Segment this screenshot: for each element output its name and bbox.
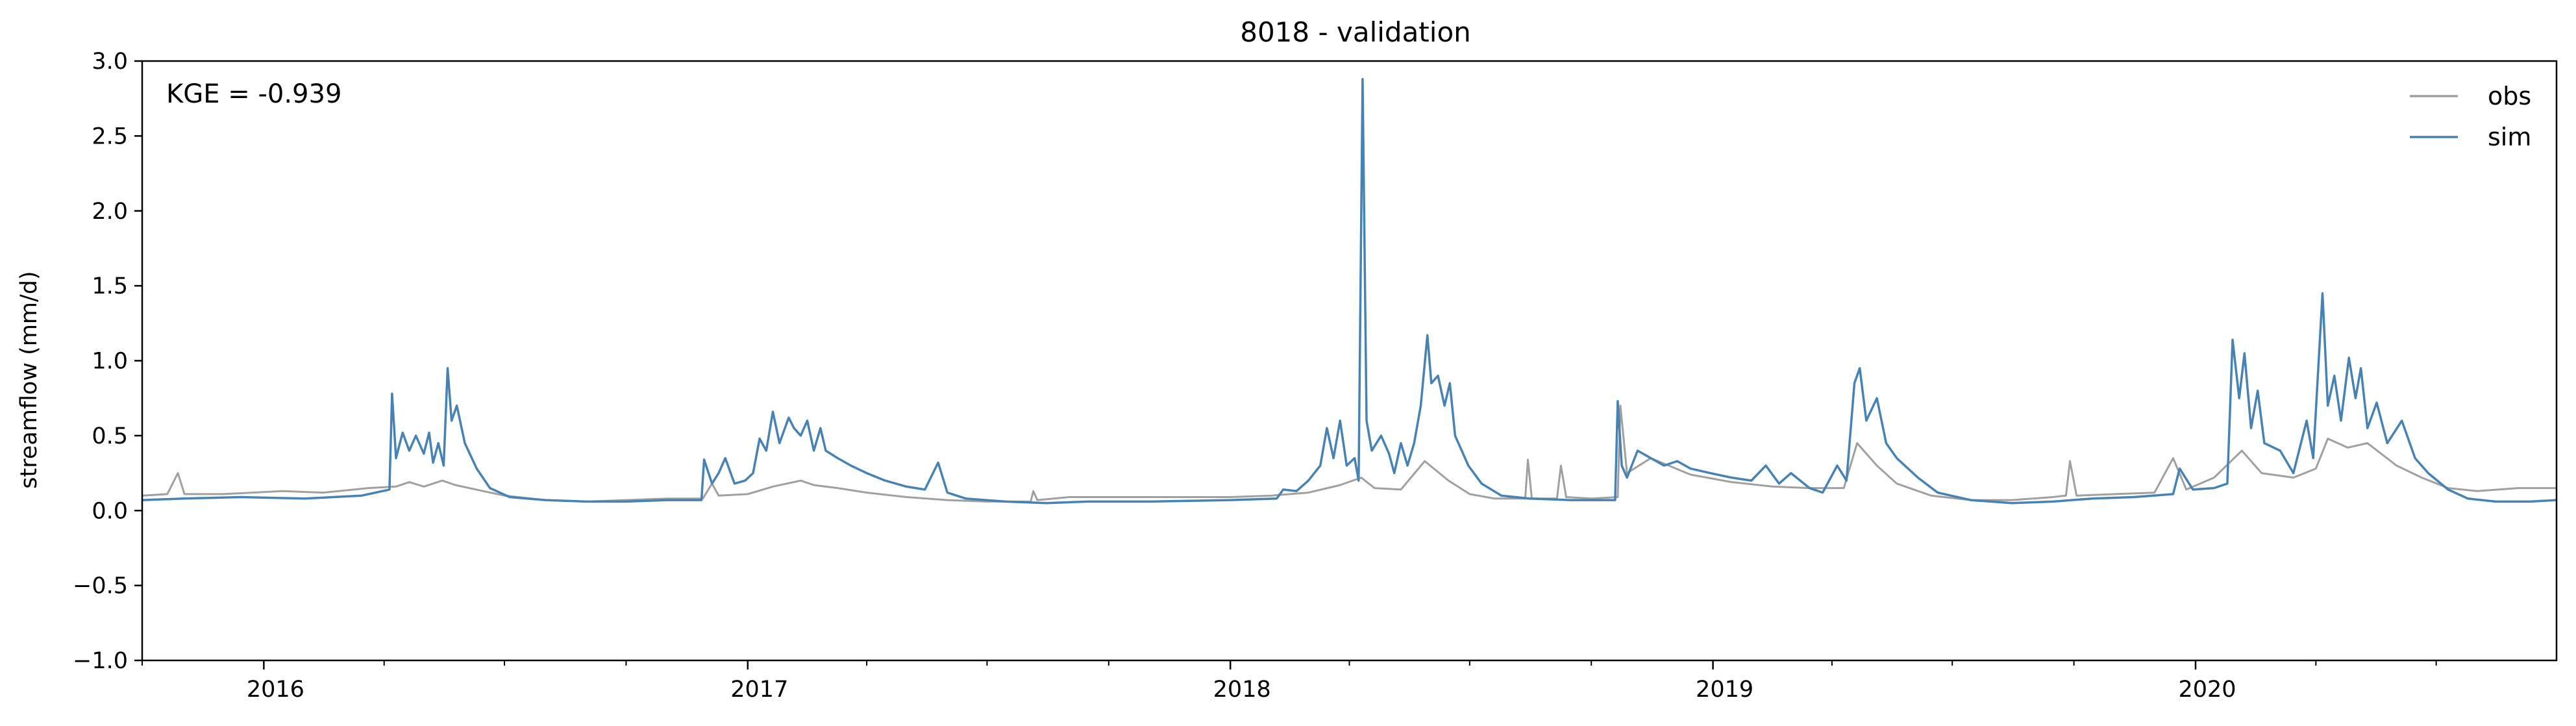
y-tick-label: 0.5 [92,423,128,449]
y-tick-label: 3.0 [92,49,128,75]
legend: obs sim [2410,82,2531,151]
series-group [142,77,2557,505]
legend-label-sim: sim [2488,123,2531,151]
x-tick-label: 2018 [1213,677,1271,703]
y-tick-label: 2.5 [92,123,128,149]
axis-ticks: −1.0 −0.5 0.0 0.5 1.0 1.5 2.0 2.5 3.0 2016 2017 201… [73,49,2437,703]
plot-frame [141,60,2558,662]
x-tick-label: 2016 [247,677,304,703]
legend-label-obs: obs [2488,82,2531,110]
y-tick-label: −0.5 [73,573,128,599]
y-axis-label: streamflow (mm/d) [16,271,42,488]
x-tick-label: 2017 [730,677,788,703]
x-tick-label: 2019 [1696,677,1753,703]
y-tick-label: 1.5 [92,273,128,299]
y-tick-label: 0.0 [92,498,128,524]
x-tick-label: 2020 [2178,677,2236,703]
series-line-sim [142,77,2557,505]
chart-title: 8018 - validation [1240,16,1471,48]
y-tick-label: 1.0 [92,349,128,375]
y-tick-label: −1.0 [73,648,128,674]
kge-annotation: KGE = -0.939 [166,79,341,109]
y-tick-label: 2.0 [92,199,128,225]
